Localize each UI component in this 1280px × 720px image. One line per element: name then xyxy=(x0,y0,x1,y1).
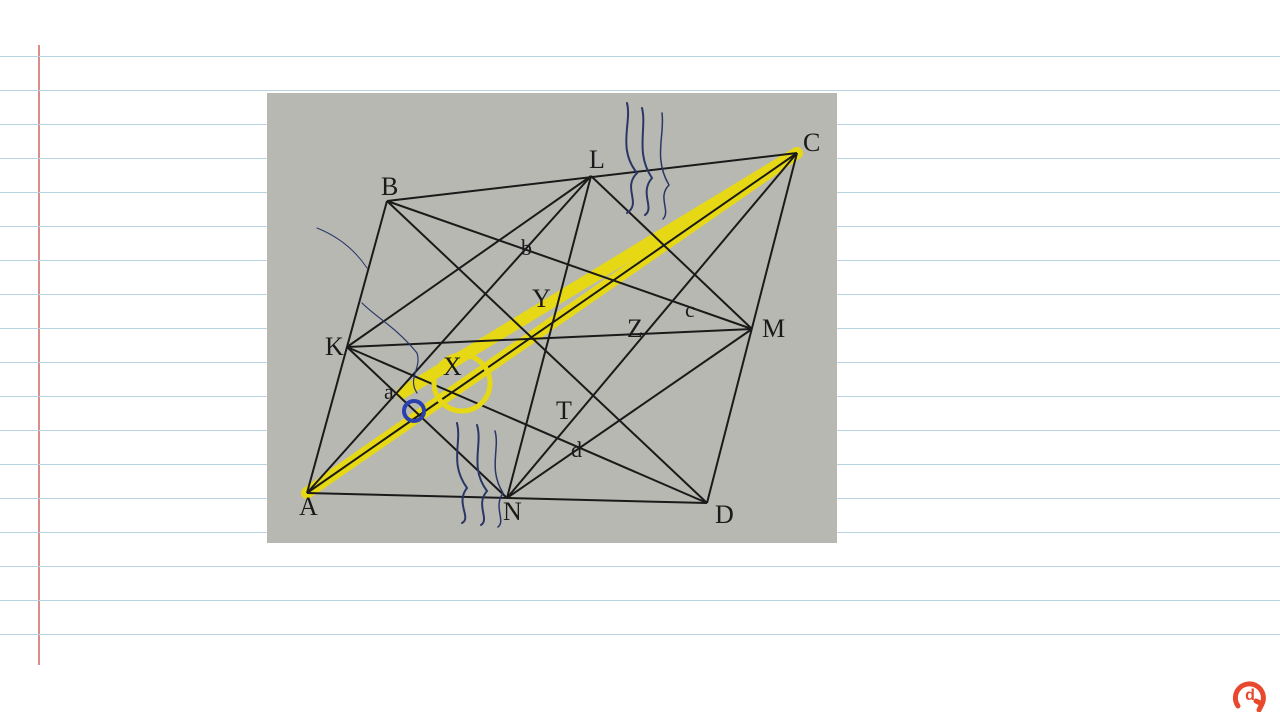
diagram-photo: A B C D K L M Na b c d X Y Z T xyxy=(267,93,837,543)
point-label-D: D xyxy=(715,500,734,529)
pen-scribble xyxy=(660,113,669,219)
pen-scribble xyxy=(457,423,467,523)
margin-line xyxy=(38,45,40,665)
point-label-A: A xyxy=(299,492,318,521)
pen-scribble xyxy=(317,228,367,268)
point-label-Y: Y xyxy=(532,284,551,313)
pen-scribble xyxy=(626,103,637,213)
ruled-line xyxy=(0,90,1280,91)
point-label-Z: Z xyxy=(627,314,643,343)
ruled-line xyxy=(0,600,1280,601)
point-label-B: B xyxy=(381,172,398,201)
point-label-X: X xyxy=(443,352,462,381)
brand-logo: d xyxy=(1232,676,1268,712)
point-label-d: d xyxy=(571,437,582,462)
point-label-C: C xyxy=(803,128,820,157)
point-label-T: T xyxy=(556,396,572,425)
geometry-svg: A B C D K L M Na b c d X Y Z T xyxy=(267,93,837,543)
point-label-c: c xyxy=(685,297,695,322)
point-label-K: K xyxy=(325,332,344,361)
point-label-M: M xyxy=(762,314,785,343)
pen-scribble xyxy=(642,108,652,215)
point-label-b: b xyxy=(521,235,532,260)
pen-scribble xyxy=(495,431,503,527)
ruled-line xyxy=(0,634,1280,635)
point-label-a: a xyxy=(384,379,394,404)
point-label-L: L xyxy=(589,145,605,174)
point-label-N: N xyxy=(503,497,522,526)
ruled-line xyxy=(0,566,1280,567)
ruled-line xyxy=(0,56,1280,57)
logo-letter: d xyxy=(1245,687,1255,704)
